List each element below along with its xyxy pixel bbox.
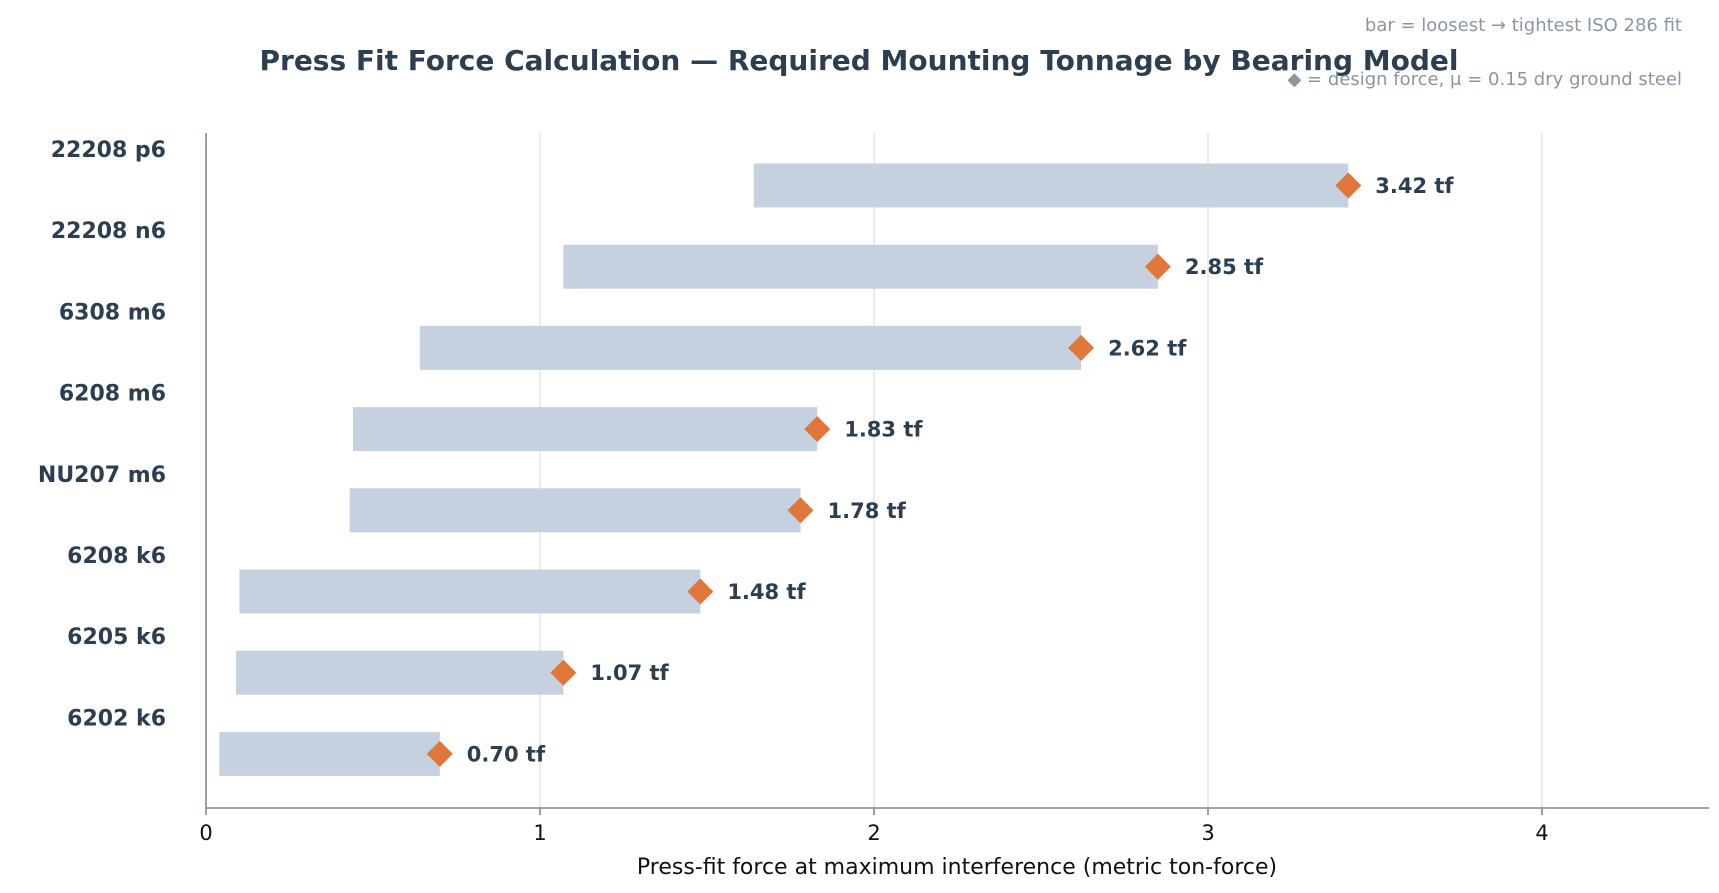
value-label-1: 2.85 tf bbox=[1185, 255, 1264, 279]
range-bar-5 bbox=[239, 569, 701, 614]
value-label-0: 3.42 tf bbox=[1375, 174, 1454, 198]
design-force-marker-1 bbox=[1144, 253, 1171, 280]
range-bar-7 bbox=[219, 731, 440, 776]
legend-note-marker: ◆ = design force, μ = 0.15 dry ground st… bbox=[1287, 69, 1682, 90]
value-labels: 3.42 tf 2.85 tf 2.62 tf 1.83 tf 1.78 tf 1.48 … bbox=[467, 174, 1455, 766]
value-label-5: 1.48 tf bbox=[727, 580, 806, 604]
category-label-6: 6205 k6 bbox=[67, 625, 166, 650]
x-tick-label-0: 0 bbox=[199, 821, 212, 845]
design-force-marker-0 bbox=[1335, 172, 1362, 199]
legend-note-bar: bar = loosest → tightest ISO 286 fit bbox=[1365, 15, 1682, 36]
category-label-4: NU207 m6 bbox=[38, 463, 166, 488]
design-force-marker-7 bbox=[426, 740, 453, 767]
category-label-1: 22208 n6 bbox=[51, 219, 166, 244]
category-labels: 22208 p6 22208 n6 6308 m6 6208 m6 NU207 m6 62… bbox=[38, 138, 166, 731]
range-bar-1 bbox=[563, 244, 1158, 289]
category-label-5: 6208 k6 bbox=[67, 544, 166, 569]
category-label-0: 22208 p6 bbox=[51, 138, 166, 163]
range-bar-6 bbox=[236, 650, 564, 695]
range-bar-3 bbox=[352, 407, 818, 452]
value-label-3: 1.83 tf bbox=[844, 418, 923, 442]
category-label-3: 6208 m6 bbox=[59, 382, 166, 407]
x-tick-label-3: 3 bbox=[1201, 821, 1214, 845]
x-tick-label-2: 2 bbox=[867, 821, 880, 845]
value-label-7: 0.70 tf bbox=[467, 742, 546, 766]
range-bar-2 bbox=[419, 325, 1082, 370]
design-force-markers bbox=[426, 172, 1362, 767]
range-bar-0 bbox=[753, 163, 1349, 208]
range-bars bbox=[219, 163, 1349, 776]
design-force-marker-5 bbox=[687, 578, 714, 605]
x-tick-labels: 0 1 2 3 4 bbox=[199, 808, 1549, 845]
design-force-marker-3 bbox=[804, 416, 831, 443]
chart-title: Press Fit Force Calculation — Required M… bbox=[259, 44, 1458, 77]
value-label-6: 1.07 tf bbox=[590, 661, 669, 685]
x-gridlines bbox=[539, 133, 1543, 808]
value-label-4: 1.78 tf bbox=[828, 499, 907, 523]
range-bar-4 bbox=[349, 488, 801, 533]
design-force-marker-2 bbox=[1068, 334, 1095, 361]
x-tick-label-4: 4 bbox=[1535, 821, 1548, 845]
x-axis-title: Press-fit force at maximum interference … bbox=[637, 855, 1277, 880]
category-label-2: 6308 m6 bbox=[59, 300, 166, 325]
category-label-7: 6202 k6 bbox=[67, 706, 166, 731]
value-label-2: 2.62 tf bbox=[1108, 336, 1187, 360]
design-force-marker-6 bbox=[550, 659, 577, 686]
design-force-marker-4 bbox=[787, 497, 814, 524]
x-tick-label-1: 1 bbox=[533, 821, 546, 845]
